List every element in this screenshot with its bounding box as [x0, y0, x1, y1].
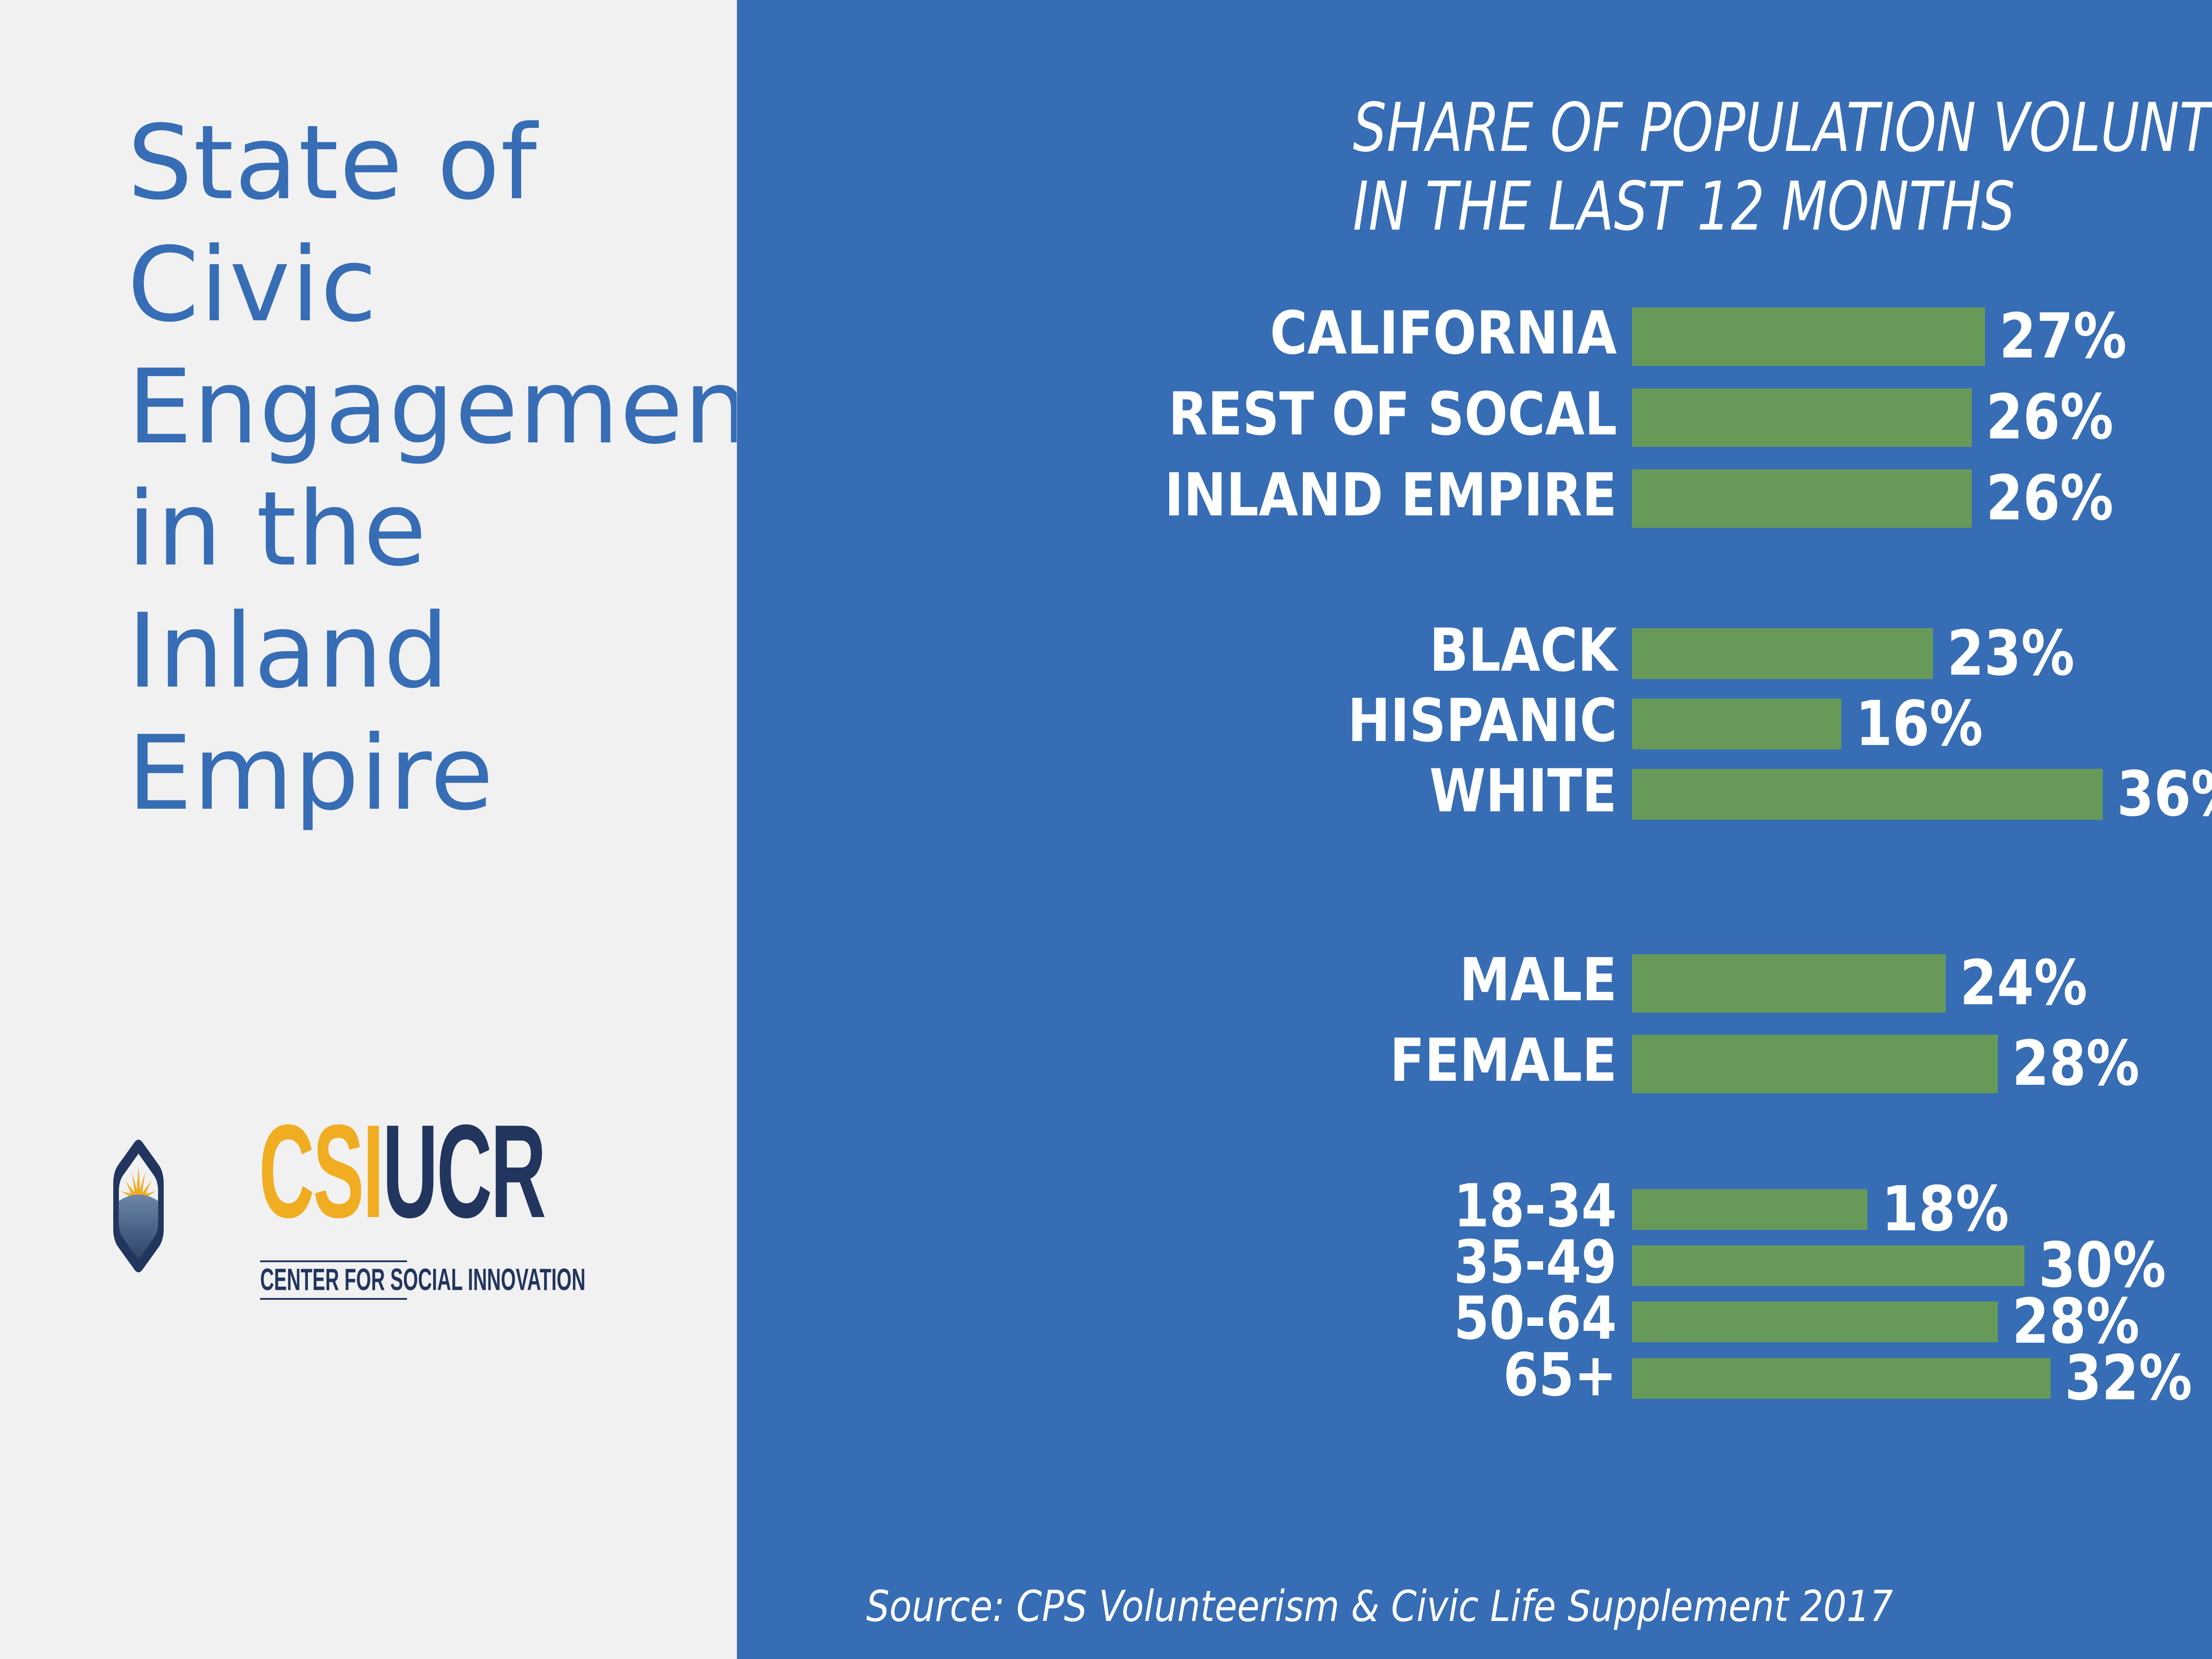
page-title-line: in the — [127, 469, 427, 589]
category-label-black: BLACK — [1429, 615, 1617, 685]
bar-50-64 — [1632, 1302, 1998, 1342]
bar-male — [1632, 954, 1946, 1013]
logo-tagline: CENTER FOR SOCIAL INNOVATION — [260, 1262, 586, 1297]
csiucr-logo: CSIUCR CENTER FOR SOCIAL INNOVATION — [100, 1097, 631, 1300]
bar-rest-of-socal — [1632, 388, 1972, 447]
sunrise-hexagon-icon — [113, 1140, 164, 1272]
value-label-inland-empire: 26% — [1986, 462, 2114, 534]
logo-wordmark-ucr: UCR — [382, 1097, 546, 1245]
chart-title-line: SHARE OF POPULATION VOLUNTEERED — [1353, 88, 2212, 167]
logo-divider — [260, 1260, 407, 1262]
category-label-white: WHITE — [1429, 756, 1617, 826]
logo-wordmark-csi: CSI — [259, 1097, 384, 1245]
value-label-hispanic: 16% — [1855, 687, 1983, 760]
value-label-male: 24% — [1960, 947, 2088, 1019]
value-label-65: 32% — [2064, 1342, 2192, 1414]
value-label-50-64: 28% — [2012, 1286, 2140, 1358]
value-label-35-49: 30% — [2038, 1229, 2166, 1302]
value-label-black: 23% — [1947, 617, 2074, 690]
chart-title-line: IN THE LAST 12 MONTHS — [1353, 167, 2015, 246]
page-title-line: Inland — [127, 591, 450, 711]
value-label-white: 36% — [2116, 758, 2212, 830]
page-title-line: Empire — [127, 714, 495, 833]
chart-panel — [737, 0, 2212, 1659]
bar-inland-empire — [1632, 469, 1972, 528]
left-panel: State of Civic Engagement in the Inland … — [0, 0, 791, 1659]
category-label-female: FEMALE — [1390, 1026, 1617, 1095]
category-label-rest-of-socal: REST OF SOCAL — [1168, 380, 1617, 449]
logo-divider — [260, 1298, 407, 1300]
page-title-line: Civic — [127, 225, 378, 345]
bar-65 — [1632, 1358, 2051, 1399]
value-label-rest-of-socal: 26% — [1986, 381, 2114, 453]
bar-hispanic — [1632, 699, 1841, 749]
bar-18-34 — [1632, 1189, 1867, 1230]
category-label-50-64: 50-64 — [1454, 1284, 1617, 1353]
source-note: Source: CPS Volunteerism & Civic Life Su… — [866, 1582, 1893, 1631]
bar-white — [1632, 769, 2103, 820]
chart-title: SHARE OF POPULATION VOLUNTEERED IN THE L… — [1353, 88, 2212, 246]
category-label-inland-empire: INLAND EMPIRE — [1164, 461, 1617, 530]
page-title-line: State of — [127, 103, 538, 223]
category-label-35-49: 35-49 — [1454, 1228, 1617, 1297]
logo-wordmark: CSIUCR — [259, 1105, 546, 1237]
category-label-california: CALIFORNIA — [1270, 299, 1617, 368]
bar-female — [1632, 1035, 1998, 1093]
bar-35-49 — [1632, 1245, 2024, 1286]
value-label-female: 28% — [2012, 1028, 2140, 1100]
value-label-california: 27% — [1999, 300, 2127, 373]
page-title-line: Engagement — [127, 347, 791, 467]
category-label-hispanic: HISPANIC — [1347, 686, 1617, 755]
bar-california — [1632, 307, 1985, 366]
category-label-65: 65+ — [1503, 1340, 1617, 1409]
category-label-male: MALE — [1459, 945, 1617, 1014]
category-label-18-34: 18-34 — [1454, 1171, 1617, 1240]
value-label-18-34: 18% — [1881, 1173, 2009, 1245]
bar-black — [1632, 628, 1933, 679]
page-title: State of Civic Engagement in the Inland … — [127, 102, 791, 834]
